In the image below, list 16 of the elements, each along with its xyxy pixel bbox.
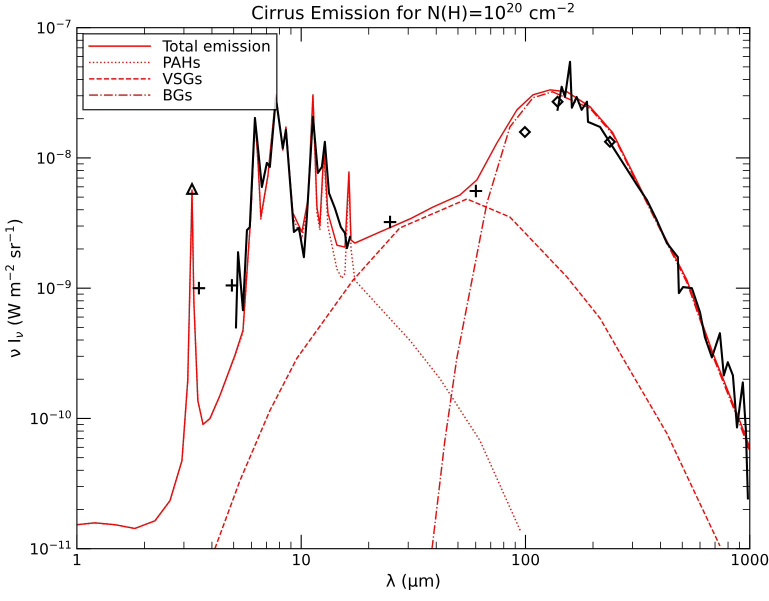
legend-label: PAHs	[164, 56, 200, 68]
chart-title: Cirrus Emission for N(H)=10$^{20}$ cm$^{−2}$	[252, 2, 574, 22]
x-tick-label: 1000	[732, 554, 768, 566]
x-tick-label: 10	[293, 554, 310, 566]
legend-label: BGs	[164, 89, 192, 101]
y-tick-label: 10$^{−10}$	[31, 410, 71, 424]
y-tick-label: 10$^{−11}$	[31, 540, 71, 555]
x-tick-label: 1	[74, 554, 80, 566]
legend-label: Total emission	[162, 40, 270, 52]
x-tick-label: 100	[512, 554, 540, 566]
y-axis-title: ν I$_{ν}$ (W m$^{−2}$ sr$^{−1}$)	[5, 220, 23, 358]
y-tick-label: 10$^{−9}$	[38, 280, 71, 294]
y-tick-label: 10$^{−8}$	[38, 150, 71, 164]
y-tick-label: 10$^{−7}$	[38, 20, 71, 34]
x-axis-title: λ (μm)	[386, 574, 440, 590]
legend-label: VSGs	[162, 72, 202, 84]
